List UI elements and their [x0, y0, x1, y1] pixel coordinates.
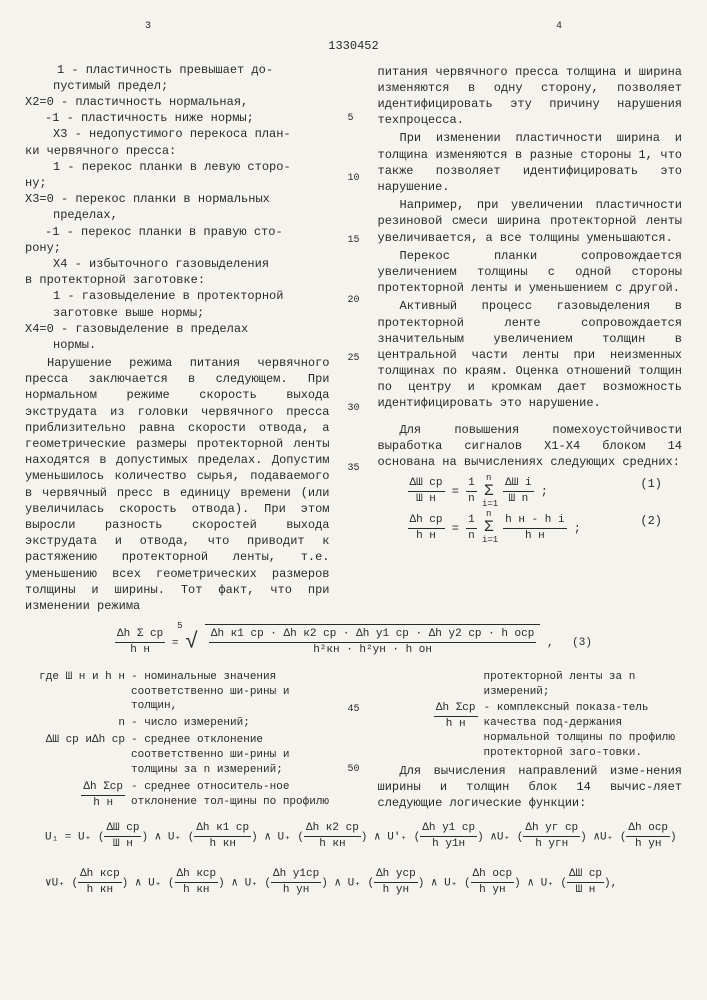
r-p5: Активный процесс газовыделения в протект…: [378, 298, 683, 411]
l18: нормы.: [53, 337, 330, 353]
r-p1: питания червячного пресса толщина и шири…: [378, 64, 683, 129]
l11: -1 - перекос планки в правую сто-: [45, 224, 330, 240]
r-p2: При изменении пластичности ширина и толщ…: [378, 130, 683, 195]
para1: Нарушение режима питания червячного прес…: [25, 355, 330, 614]
defs-right: протекторной ленты за n измерений; Δh Σс…: [378, 668, 683, 814]
defs-end-para: Для вычисления направлений изме-нения ши…: [378, 763, 683, 812]
equation-2: Δh срh н = 1n n Σ i=1 h н - h ih н ; (2): [408, 513, 683, 544]
l14: в протекторной заготовке:: [25, 272, 330, 288]
col-num-right: 4: [556, 20, 562, 34]
l12: рону;: [25, 240, 330, 256]
equation-4: U₁ = U₊ (ΔШ срШ н) ∧ U₊ (Δh к1 срh кн) ∧…: [25, 821, 682, 897]
equation-3: Δh Σ срh н = 5 √ Δh к1 ср · Δh к2 ср · Δ…: [25, 624, 682, 660]
l5: Х3 - недопустимого перекоса план-: [53, 126, 330, 142]
l17: Х4=0 - газовыделение в пределах: [43, 321, 330, 337]
equation-1: ΔШ срШ н = 1n n Σ i=1 ΔШ iШ n ; (1): [408, 476, 683, 507]
l1: 1 - пластичность превышает до-: [75, 62, 330, 78]
r-p3: Например, при увеличении пластичности ре…: [378, 197, 683, 246]
page-number: 1330452: [25, 38, 682, 54]
l6: ки червячного пресса:: [25, 143, 330, 159]
left-column: 1 - пластичность превышает до- пустимый …: [25, 62, 330, 616]
l7: 1 - перекос планки в левую сторо-: [53, 159, 330, 175]
line-numbers-2: 45 50: [348, 668, 360, 814]
defs-left: где Ш н и h н- номинальные значения соот…: [25, 668, 330, 814]
l3: Х2=0 - пластичность нормальная,: [43, 94, 330, 110]
l10: пределах,: [53, 207, 330, 223]
r-p6: Для повышения помехоустойчивости выработ…: [378, 422, 683, 471]
r-p4: Перекос планки сопровождается увеличение…: [378, 248, 683, 297]
l2: пустимый предел;: [53, 78, 330, 94]
col-num-left: 3: [145, 20, 151, 34]
right-column: питания червячного пресса толщина и шири…: [378, 62, 683, 616]
l16: заготовке выше нормы;: [53, 305, 330, 321]
l9: Х3=0 - перекос планки в нормальных: [43, 191, 330, 207]
l8: ну;: [25, 175, 330, 191]
l15: 1 - газовыделение в протекторной: [53, 288, 330, 304]
line-numbers: 5 10 15 20 25 30 35: [348, 62, 360, 616]
l13: Х4 - избыточного газовыделения: [53, 256, 330, 272]
l4: -1 - пластичность ниже нормы;: [45, 110, 330, 126]
